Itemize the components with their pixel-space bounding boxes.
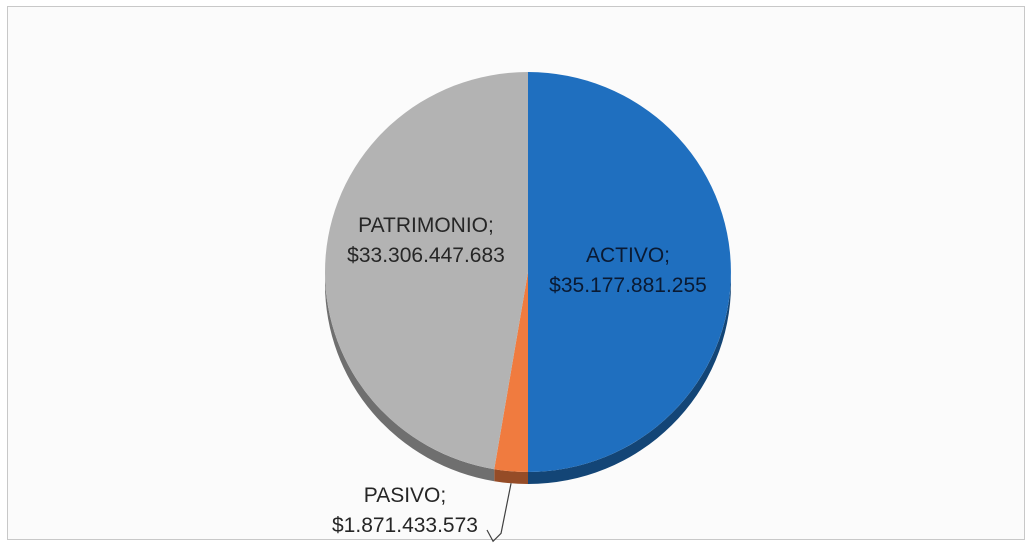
pie-labels: ACTIVO; $35.177.881.255 PASIVO; $1.871.433.… — [332, 214, 707, 537]
data-label-patrimonio-name: PATRIMONIO; — [358, 214, 494, 237]
leader-line-pasivo — [486, 483, 512, 543]
pie-depth-patrimonio — [325, 272, 495, 482]
data-label-patrimonio-value: $33.306.447.683 — [347, 244, 505, 267]
data-label-pasivo-name: PASIVO; — [364, 484, 446, 507]
pie-leaders — [486, 483, 512, 543]
pie-slice-activo — [528, 72, 731, 472]
data-label-pasivo-value: $1.871.433.573 — [332, 514, 478, 537]
pie-depth — [325, 272, 731, 484]
pie-depth-pasivo — [494, 469, 528, 484]
pie-slice-pasivo — [494, 272, 528, 472]
pie-slice-patrimonio — [325, 72, 528, 470]
pie-slices — [325, 72, 731, 472]
data-label-activo-value: $35.177.881.255 — [549, 274, 707, 297]
data-label-activo-name: ACTIVO; — [586, 244, 670, 267]
